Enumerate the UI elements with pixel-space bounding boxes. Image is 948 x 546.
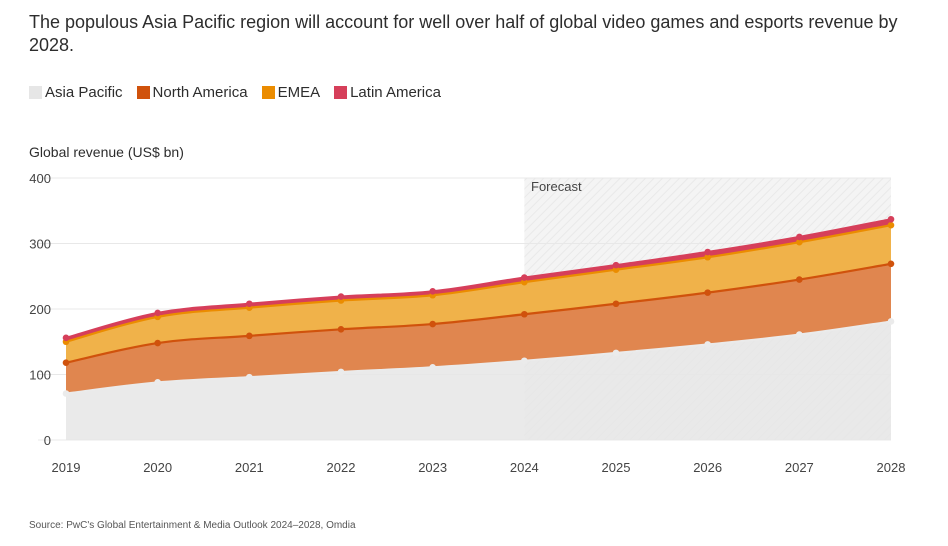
point-asia-pacific xyxy=(521,357,528,365)
point-north-america xyxy=(887,260,895,268)
point-north-america xyxy=(796,276,803,283)
area-emea xyxy=(66,225,891,363)
legend-item-emea: EMEA xyxy=(261,84,321,101)
point-north-america xyxy=(246,332,253,340)
x-tick-label: 2022 xyxy=(327,460,356,475)
line-emea xyxy=(65,224,892,343)
legend-swatch-north-america xyxy=(136,86,150,99)
x-tick-label: 2020 xyxy=(143,460,172,475)
series-points xyxy=(62,215,895,397)
legend-swatch-latin-america xyxy=(334,86,348,99)
legend-label-emea: EMEA xyxy=(277,84,321,101)
point-asia-pacific xyxy=(154,379,161,386)
x-tick-label: 2024 xyxy=(510,460,539,475)
point-latin-america xyxy=(246,300,253,308)
legend: Asia Pacific North America EMEA Latin Am… xyxy=(29,84,441,101)
line-north-america xyxy=(65,262,892,364)
y-axis-ticks: 0 100 200 300 400 xyxy=(29,171,51,448)
y-tick-label: 0 xyxy=(44,433,51,448)
y-tick-label: 200 xyxy=(29,302,51,317)
x-tick-label: 2021 xyxy=(235,460,264,475)
point-latin-america xyxy=(429,288,436,295)
point-north-america xyxy=(521,310,528,318)
point-emea xyxy=(796,238,803,246)
point-north-america xyxy=(154,339,161,347)
series-areas xyxy=(66,219,891,440)
point-asia-pacific xyxy=(429,363,436,371)
y-tick-label: 300 xyxy=(29,237,51,252)
legend-swatch-asia-pacific xyxy=(29,86,42,99)
series-lines xyxy=(65,218,892,395)
point-asia-pacific xyxy=(796,331,803,338)
point-north-america xyxy=(612,300,620,308)
point-latin-america xyxy=(521,274,528,281)
x-tick-label: 2027 xyxy=(785,460,814,475)
point-north-america xyxy=(62,359,70,367)
point-latin-america xyxy=(62,334,70,342)
x-tick-label: 2025 xyxy=(602,460,631,475)
point-latin-america xyxy=(887,215,895,223)
point-north-america xyxy=(704,289,711,296)
point-latin-america xyxy=(704,248,711,256)
point-asia-pacific xyxy=(337,368,345,376)
area-asia-pacific xyxy=(66,321,891,440)
point-latin-america xyxy=(796,233,803,241)
forecast-label: Forecast xyxy=(531,179,582,194)
point-north-america xyxy=(429,320,436,328)
point-asia-pacific xyxy=(704,341,711,348)
x-axis-ticks: 2019 2020 2021 2022 2023 2024 2025 2026 2027 2028 xyxy=(52,460,906,475)
point-asia-pacific xyxy=(887,318,895,325)
x-tick-label: 2026 xyxy=(693,460,722,475)
legend-label-latin-america: Latin America xyxy=(350,84,441,101)
line-asia-pacific xyxy=(65,320,892,395)
x-tick-label: 2028 xyxy=(877,460,906,475)
y-axis-label: Global revenue (US$ bn) xyxy=(29,144,184,160)
legend-item-latin-america: Latin America xyxy=(334,84,441,101)
x-tick-label: 2019 xyxy=(52,460,81,475)
y-tick-label: 400 xyxy=(29,171,51,186)
legend-item-north-america: North America xyxy=(136,84,248,101)
point-emea xyxy=(704,253,711,261)
source-note: Source: PwC's Global Entertainment & Med… xyxy=(29,520,356,531)
point-latin-america xyxy=(154,309,161,317)
legend-label-north-america: North America xyxy=(152,84,248,101)
x-tick-label: 2023 xyxy=(418,460,447,475)
y-tick-label: 100 xyxy=(29,368,51,383)
point-emea xyxy=(521,278,528,286)
point-emea xyxy=(612,266,620,274)
legend-label-asia-pacific: Asia Pacific xyxy=(45,84,123,101)
point-emea xyxy=(887,221,895,229)
point-asia-pacific xyxy=(246,373,253,381)
point-latin-america xyxy=(337,293,345,300)
chart-title: The populous Asia Pacific region will ac… xyxy=(29,12,898,55)
legend-item-asia-pacific: Asia Pacific xyxy=(29,84,123,101)
point-asia-pacific xyxy=(612,349,620,357)
point-asia-pacific xyxy=(62,390,70,397)
legend-swatch-emea xyxy=(261,86,275,99)
point-north-america xyxy=(337,326,345,333)
line-latin-america xyxy=(65,218,892,339)
point-latin-america xyxy=(612,261,620,269)
